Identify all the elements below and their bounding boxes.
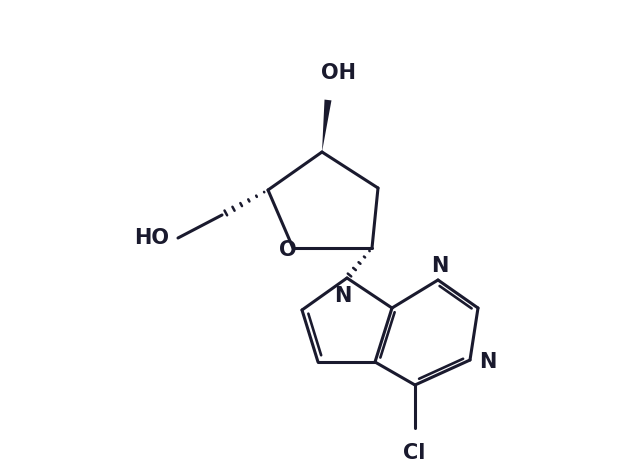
Text: Cl: Cl bbox=[403, 443, 425, 463]
Text: N: N bbox=[431, 256, 449, 276]
Text: N: N bbox=[334, 286, 352, 306]
Text: OH: OH bbox=[321, 63, 355, 83]
Text: N: N bbox=[479, 352, 497, 372]
Polygon shape bbox=[322, 100, 332, 152]
Text: O: O bbox=[279, 240, 297, 260]
Text: HO: HO bbox=[134, 228, 170, 248]
